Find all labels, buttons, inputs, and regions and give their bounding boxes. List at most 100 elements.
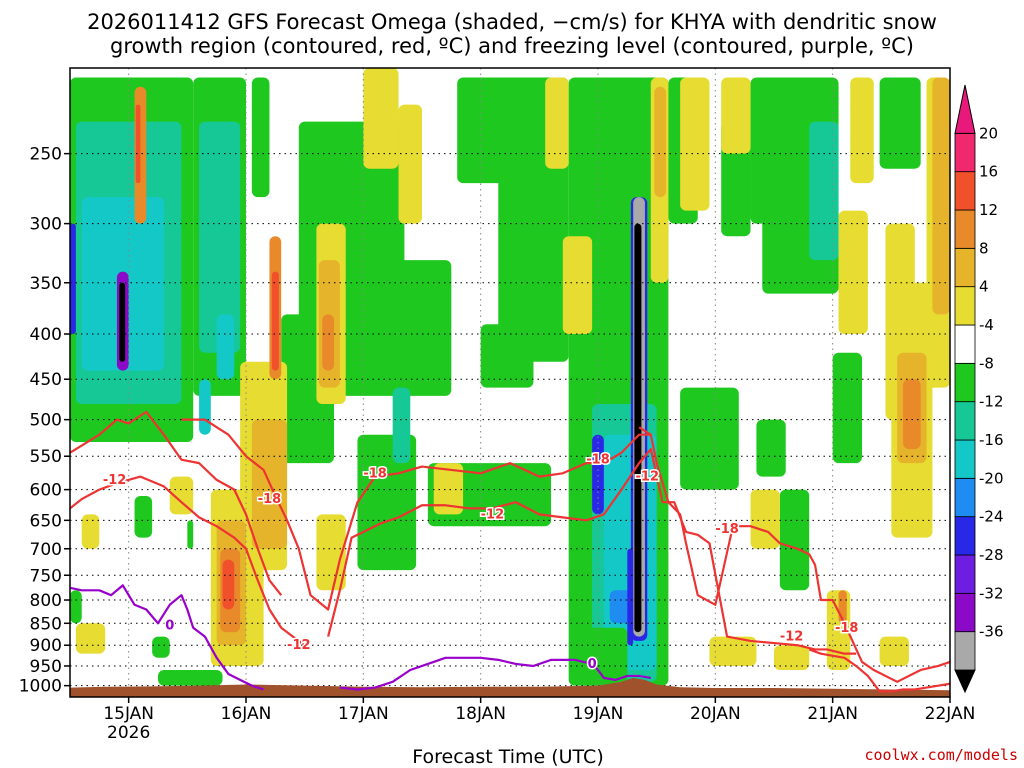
omega-shaded-region	[592, 434, 604, 515]
omega-shaded-region	[574, 627, 628, 686]
omega-shaded-region	[187, 520, 194, 549]
omega-shaded-region	[832, 352, 862, 464]
omega-shaded-region	[70, 223, 76, 335]
dsgr-contour	[808, 648, 951, 693]
omega-shaded-region	[756, 419, 786, 477]
plot-frame	[69, 67, 951, 698]
y-tick-label: 850	[30, 614, 62, 634]
omega-shaded-region	[169, 476, 194, 515]
contour-label: -12	[103, 473, 127, 488]
colorbar-label: 16	[979, 163, 998, 181]
colorbar-label: -32	[979, 584, 1004, 602]
omega-shaded-region	[398, 104, 422, 224]
omega-shaded-region	[363, 68, 399, 169]
contour-label: -12	[636, 470, 660, 485]
omega-shaded-region	[627, 548, 634, 646]
x-tick-year-label: 2026	[107, 723, 150, 743]
colorbar-swatch	[954, 247, 976, 288]
chart-title-line-2: growth region (contoured, red, ºC) and f…	[110, 34, 914, 58]
colorbar-label: 20	[979, 124, 998, 142]
omega-shaded-region	[119, 282, 126, 362]
x-tick-label: 22JAN	[925, 704, 976, 724]
y-tick-label: 800	[30, 591, 62, 611]
gridlines	[70, 68, 951, 697]
x-axis-title: Forecast Time (UTC)	[412, 746, 603, 768]
omega-shaded-region	[932, 77, 950, 315]
y-tick-label: 350	[30, 274, 62, 294]
colorbar-label: -16	[979, 431, 1004, 449]
omega-shaded-region	[216, 314, 235, 380]
y-tick-label: 650	[30, 511, 62, 531]
contour-lines	[69, 410, 951, 693]
freezing-level-contour	[339, 656, 651, 691]
contour-label: -12	[287, 638, 311, 653]
terrain-fill	[70, 677, 950, 697]
omega-shaded-region	[322, 314, 334, 371]
x-tick-label: 21JAN	[807, 704, 858, 724]
contour-label: -18	[258, 492, 282, 507]
omega-shaded-region	[152, 636, 170, 658]
omega-shaded-region	[357, 434, 417, 571]
omega-shaded-region	[750, 489, 780, 549]
colorbar-swatch	[954, 631, 976, 671]
omega-shaded-region	[75, 623, 106, 654]
omega-shaded-region	[721, 77, 751, 154]
omega-shaded-region	[292, 434, 305, 464]
colorbar-label: -24	[979, 508, 1004, 526]
omega-shaded-region	[433, 463, 464, 515]
y-tick-label: 550	[30, 447, 62, 467]
omega-shaded-region	[199, 121, 241, 353]
colorbar-label: -20	[979, 469, 1004, 487]
omega-shaded-region	[654, 86, 667, 198]
x-tick-label: 19JAN	[573, 704, 624, 724]
omega-shaded-region	[809, 121, 839, 261]
omega-shaded-region	[634, 223, 642, 633]
y-tick-label: 600	[30, 481, 62, 501]
colorbar-swatch	[954, 592, 976, 633]
omega-shaded-region	[879, 77, 921, 169]
colorbar-swatch	[954, 286, 976, 326]
y-tick-label: 400	[30, 325, 62, 345]
credit-text: coolwx.com/models	[864, 746, 1018, 764]
y-tick-label: 950	[30, 657, 62, 677]
omega-shaded-region	[562, 236, 593, 335]
omega-shaded-region	[271, 271, 279, 371]
colorbar-high-arrow	[954, 84, 976, 134]
x-tick-label: 20JAN	[690, 704, 741, 724]
y-tick-label: 1000	[19, 677, 62, 697]
y-tick-label: 700	[30, 540, 62, 560]
omega-shaded-region	[158, 669, 223, 686]
omega-shaded-region	[680, 77, 710, 211]
y-tick-label: 500	[30, 411, 62, 431]
y-tick-label: 250	[30, 145, 62, 165]
contour-label: 0	[165, 619, 174, 634]
omega-shaded-region	[838, 210, 868, 335]
colorbar-swatch	[954, 401, 976, 441]
colorbar-swatch	[954, 132, 976, 173]
omega-shaded-region	[251, 77, 270, 198]
omega-shaded-region	[135, 104, 141, 184]
y-tick-label: 300	[30, 215, 62, 235]
omega-shaded-region	[316, 514, 346, 591]
y-tick-label: 750	[30, 566, 62, 586]
dsgr-contour	[69, 410, 283, 596]
y-axis-ticks: 2503003504004505005506006507007508008509…	[19, 145, 70, 697]
omega-shaded-region	[709, 636, 757, 666]
omega-shading	[70, 68, 950, 686]
colorbar-swatch	[954, 439, 976, 479]
omega-shaded-region	[134, 495, 153, 538]
omega-shaded-region	[774, 645, 810, 670]
colorbar-swatch	[954, 209, 976, 249]
dsgr-contour	[181, 418, 651, 611]
omega-shaded-region	[222, 559, 235, 610]
contour-labels: -12 -18 -18 -12 -12 -18 -12 -18 -12 -18 0 0	[101, 451, 860, 673]
colorbar-label: 12	[979, 201, 998, 219]
omega-shaded-region	[850, 77, 874, 184]
contour-label: -18	[835, 621, 859, 636]
colorbar-swatch	[954, 324, 976, 364]
omega-shaded-region	[545, 77, 569, 169]
y-tick-label: 900	[30, 636, 62, 656]
chart-title-line-1: 2026011412 GFS Forecast Omega (shaded, −…	[87, 10, 937, 34]
dsgr-contour	[327, 448, 857, 655]
colorbar: -36 -32 -28 -24 -20 -16 -12 -8 -4 4 8 12 16 20	[954, 84, 1004, 694]
